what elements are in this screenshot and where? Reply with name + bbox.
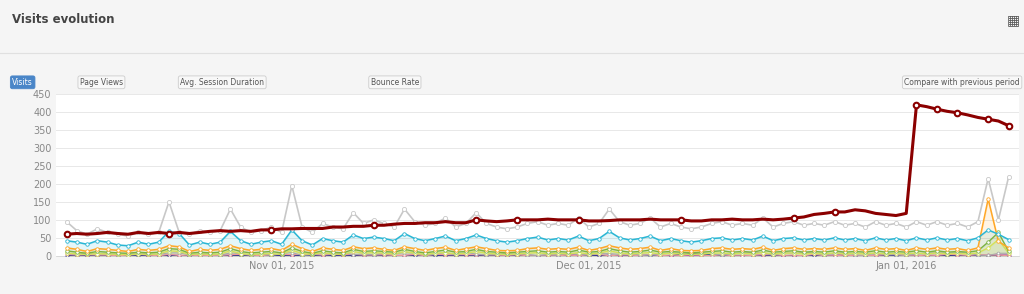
Text: Visits evolution: Visits evolution [12, 13, 115, 26]
Text: ▦: ▦ [1007, 13, 1020, 27]
Text: Visits: Visits [12, 78, 33, 87]
Text: Compare with previous period: Compare with previous period [904, 78, 1020, 87]
Text: Avg. Session Duration: Avg. Session Duration [180, 78, 264, 87]
Text: Bounce Rate: Bounce Rate [371, 78, 419, 87]
Text: Page Views: Page Views [80, 78, 123, 87]
